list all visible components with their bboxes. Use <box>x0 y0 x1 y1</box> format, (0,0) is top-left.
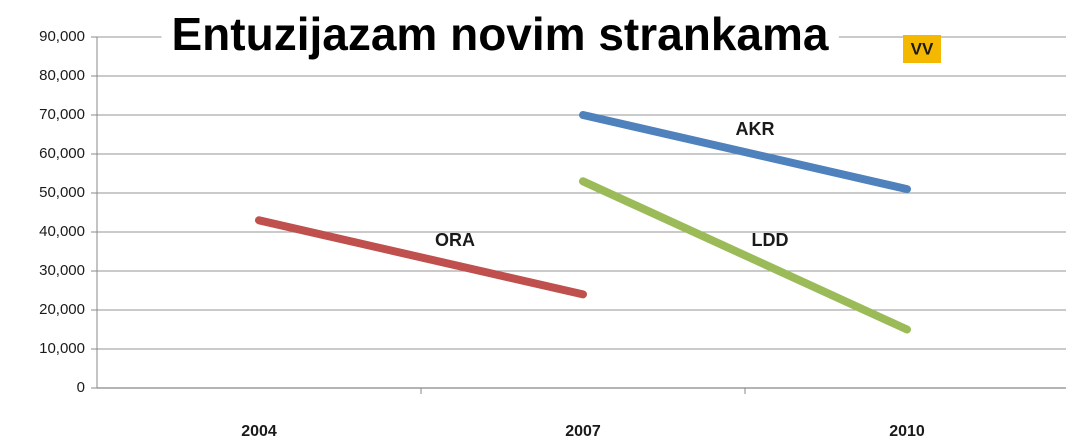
title-background <box>161 8 839 61</box>
series-line <box>579 177 911 334</box>
series-line <box>255 216 587 299</box>
x-tick-label: 2007 <box>565 423 601 439</box>
y-tick-label: 60,000 <box>39 145 85 162</box>
series-label: ORA <box>435 230 475 250</box>
y-tick-label: 10,000 <box>39 340 85 357</box>
annotation: VV <box>911 39 934 58</box>
series-label: AKR <box>736 119 775 139</box>
y-tick-label: 0 <box>77 379 85 396</box>
x-tick-label: 2004 <box>241 423 277 439</box>
y-tick-label: 90,000 <box>39 28 85 45</box>
y-tick-label: 70,000 <box>39 106 85 123</box>
y-tick-label: 40,000 <box>39 223 85 240</box>
series-label: LDD <box>752 230 789 250</box>
y-tick-label: 80,000 <box>39 67 85 84</box>
y-tick-label: 30,000 <box>39 262 85 279</box>
chart-title: Entuzijazam novim strankama <box>172 8 829 60</box>
grid <box>91 36 1066 394</box>
y-tick-label: 20,000 <box>39 301 85 318</box>
series-line <box>579 111 911 194</box>
y-tick-label: 50,000 <box>39 184 85 201</box>
x-tick-label: 2010 <box>889 423 925 439</box>
annotation-box <box>903 35 941 63</box>
